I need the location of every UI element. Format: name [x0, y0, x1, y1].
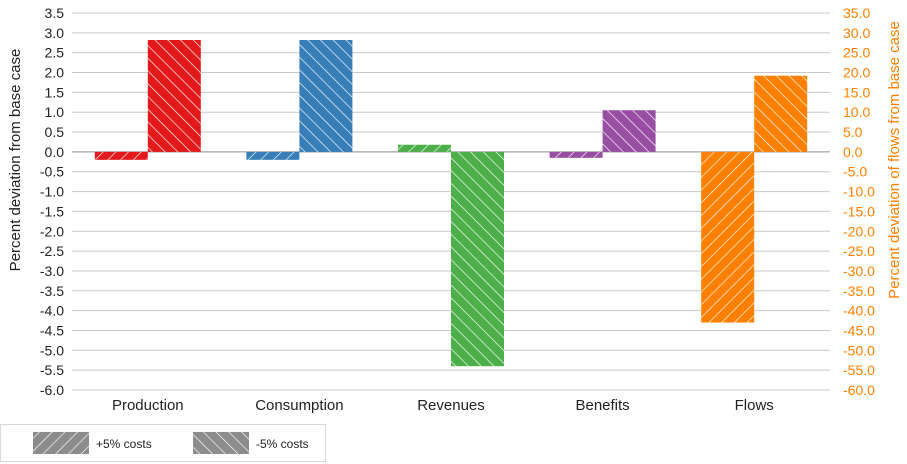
y-axis-title: Percent deviation from base case: [7, 49, 24, 272]
left-tick-label: 2.0: [45, 65, 65, 81]
left-tick-label: 3.5: [45, 5, 65, 21]
right-tick-label: -50.0: [843, 342, 875, 358]
right-tick-label: 20.0: [843, 65, 870, 81]
left-tick-label: 0.0: [45, 144, 65, 160]
right-tick-label: -35.0: [843, 283, 875, 299]
right-tick-label: 15.0: [843, 84, 870, 100]
left-tick-label: -1.0: [40, 184, 64, 200]
right-tick-label: -10.0: [843, 184, 875, 200]
legend: +5% costs -5% costs: [0, 424, 326, 462]
right-tick-label: -20.0: [843, 223, 875, 239]
bar-hatch-production-plus5: [94, 151, 148, 160]
bar-hatch-flows-minus5: [754, 75, 808, 152]
right-tick-label: -15.0: [843, 203, 875, 219]
bar-hatch-benefits-plus5: [549, 151, 603, 158]
legend-label-minus5: -5% costs: [256, 437, 309, 451]
left-tick-label: -5.5: [40, 362, 64, 378]
bar-hatch-revenues-plus5: [398, 144, 451, 152]
legend-label-plus5: +5% costs: [96, 437, 152, 451]
y2-axis-title: Percent deviation of flows from base cas…: [886, 21, 903, 299]
right-axis-ticks: 35.0 30.0 25.0 20.0 15.0 10.0 5.0 0.0 -5.0 -10.0 -…: [843, 5, 875, 398]
left-tick-label: -6.0: [40, 382, 64, 398]
right-tick-label: -60.0: [843, 382, 875, 398]
bars: [94, 39, 808, 367]
right-tick-label: -55.0: [843, 362, 875, 378]
left-tick-label: -2.5: [40, 243, 64, 259]
right-tick-label: -30.0: [843, 263, 875, 279]
right-tick-label: 25.0: [843, 45, 870, 61]
left-axis-ticks: 3.5 3.0 2.5 2.0 1.5 1.0 0.5 0.0 -0.5 -1.0 -1.5 -2.0…: [40, 5, 64, 398]
legend-item-plus5: +5% costs: [33, 432, 152, 454]
right-tick-label: 35.0: [843, 5, 870, 21]
left-tick-label: 2.5: [45, 45, 65, 61]
legend-swatch-plus5-hatch: [33, 432, 89, 454]
right-tick-label: -45.0: [843, 322, 875, 338]
category-label-production: Production: [112, 397, 184, 414]
left-tick-label: -4.0: [40, 303, 64, 319]
category-label-flows: Flows: [735, 397, 774, 414]
left-tick-label: 1.5: [45, 84, 65, 100]
category-label-consumption: Consumption: [255, 397, 343, 414]
right-tick-label: -40.0: [843, 303, 875, 319]
bar-hatch-flows-plus5: [701, 151, 755, 323]
left-tick-label: -1.5: [40, 203, 64, 219]
bar-hatch-consumption-minus5: [299, 39, 353, 152]
left-tick-label: 0.5: [45, 124, 65, 140]
right-tick-label: 30.0: [843, 25, 870, 41]
legend-item-minus5: -5% costs: [193, 432, 309, 454]
left-tick-label: -0.5: [40, 164, 64, 180]
right-tick-label: -5.0: [843, 164, 867, 180]
left-tick-label: -3.5: [40, 283, 64, 299]
category-label-benefits: Benefits: [575, 397, 629, 414]
right-tick-label: 0.0: [843, 144, 863, 160]
bar-hatch-revenues-minus5: [451, 151, 504, 367]
left-tick-label: -5.0: [40, 342, 64, 358]
left-tick-label: -2.0: [40, 223, 64, 239]
category-labels: Production Consumption Revenues Benefits Flo…: [112, 397, 774, 414]
bar-hatch-production-minus5: [147, 39, 201, 152]
right-tick-label: -25.0: [843, 243, 875, 259]
category-label-revenues: Revenues: [417, 397, 485, 414]
left-tick-label: -3.0: [40, 263, 64, 279]
right-tick-label: 5.0: [843, 124, 863, 140]
left-tick-label: 3.0: [45, 25, 65, 41]
bar-hatch-benefits-minus5: [602, 110, 656, 152]
bar-hatch-consumption-plus5: [246, 151, 300, 160]
left-tick-label: 1.0: [45, 104, 65, 120]
legend-swatch-minus5-hatch: [193, 432, 249, 454]
right-tick-label: 10.0: [843, 104, 870, 120]
left-tick-label: -4.5: [40, 322, 64, 338]
